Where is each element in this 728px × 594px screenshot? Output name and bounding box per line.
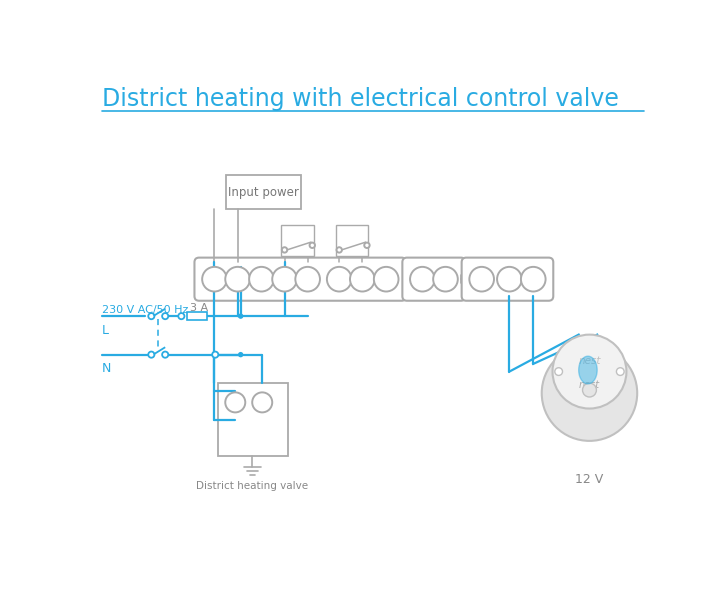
- Text: L: L: [102, 324, 109, 336]
- Text: nest: nest: [578, 356, 601, 366]
- Circle shape: [249, 267, 274, 292]
- Text: 6: 6: [382, 273, 390, 286]
- Circle shape: [542, 345, 637, 441]
- Circle shape: [238, 314, 243, 319]
- Circle shape: [470, 267, 494, 292]
- Text: District heating valve: District heating valve: [196, 481, 308, 491]
- Circle shape: [309, 242, 315, 248]
- Circle shape: [582, 383, 596, 397]
- Circle shape: [178, 313, 184, 319]
- Text: 5: 5: [359, 273, 366, 286]
- Circle shape: [296, 267, 320, 292]
- Text: N: N: [231, 397, 240, 407]
- Circle shape: [212, 352, 218, 358]
- Circle shape: [327, 267, 352, 292]
- Text: ⏚: ⏚: [478, 273, 486, 286]
- Text: 12 V: 12 V: [575, 473, 604, 486]
- Text: N: N: [102, 362, 111, 375]
- Text: 230 V AC/50 Hz: 230 V AC/50 Hz: [102, 305, 189, 315]
- Circle shape: [272, 267, 297, 292]
- Bar: [226, 175, 301, 209]
- Text: T1: T1: [502, 273, 517, 286]
- Circle shape: [225, 393, 245, 412]
- Text: OT2: OT2: [435, 274, 455, 284]
- Circle shape: [374, 267, 398, 292]
- Circle shape: [162, 313, 168, 319]
- Text: L: L: [259, 397, 265, 407]
- Circle shape: [149, 313, 154, 319]
- Circle shape: [149, 352, 154, 358]
- Text: L: L: [234, 273, 241, 286]
- Circle shape: [162, 352, 168, 358]
- Circle shape: [225, 267, 250, 292]
- Circle shape: [433, 267, 458, 292]
- FancyBboxPatch shape: [194, 258, 406, 301]
- Bar: [218, 383, 288, 456]
- FancyBboxPatch shape: [462, 258, 553, 301]
- Circle shape: [238, 352, 243, 358]
- Circle shape: [364, 242, 370, 248]
- Polygon shape: [579, 356, 597, 384]
- Bar: [336, 225, 368, 256]
- Text: T2: T2: [526, 273, 541, 286]
- Circle shape: [350, 267, 375, 292]
- Circle shape: [521, 267, 545, 292]
- Text: 3: 3: [304, 273, 312, 286]
- Text: nest: nest: [579, 380, 600, 390]
- Circle shape: [252, 393, 272, 412]
- Text: N: N: [210, 273, 219, 286]
- Text: District heating with electrical control valve: District heating with electrical control…: [102, 87, 619, 110]
- Circle shape: [617, 368, 624, 375]
- Bar: [187, 312, 207, 320]
- Text: 3 A: 3 A: [190, 304, 208, 314]
- Text: 1: 1: [258, 273, 265, 286]
- FancyBboxPatch shape: [403, 258, 465, 301]
- Circle shape: [555, 368, 563, 375]
- Circle shape: [336, 247, 342, 252]
- Circle shape: [497, 267, 522, 292]
- Text: OT1: OT1: [413, 274, 432, 284]
- Circle shape: [202, 267, 227, 292]
- Circle shape: [410, 267, 435, 292]
- Circle shape: [553, 334, 626, 409]
- Text: 2: 2: [281, 273, 288, 286]
- Bar: [282, 225, 314, 256]
- Text: 4: 4: [336, 273, 343, 286]
- Circle shape: [282, 247, 288, 252]
- Text: Input power: Input power: [228, 186, 298, 198]
